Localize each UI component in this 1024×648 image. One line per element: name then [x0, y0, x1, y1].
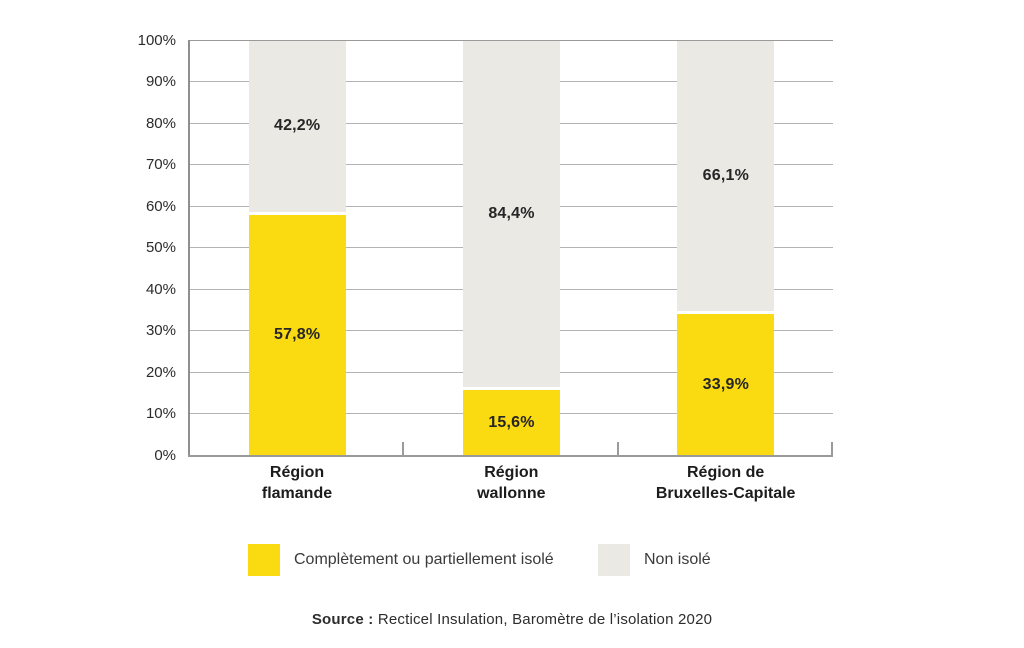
bar-r-gion-flamande: 42,2% 57,8%: [248, 40, 346, 455]
legend-label: Complètement ou partiellement isolé: [294, 550, 554, 568]
y-axis-tick-label: 30%: [145, 322, 176, 339]
value-label: 84,4%: [488, 204, 535, 222]
category-label-line: wallonne: [477, 485, 546, 502]
value-label: 42,2%: [273, 117, 321, 135]
source-line: Source : Recticel Insulation, Baromètre …: [0, 611, 1024, 628]
stacked-bar-chart-plot-area: 42,2% 57,8% 84,4% 15,6% 66,1% 33,9%: [188, 39, 833, 457]
segment-isole: 57,8%: [248, 215, 346, 455]
category-label: Région de Bruxelles-Capitale: [619, 462, 833, 504]
segment-non-isole: 42,2%: [248, 40, 346, 216]
category-label-line: Région: [269, 464, 325, 481]
segment-isole: 33,9%: [677, 314, 775, 455]
y-axis-line: [188, 40, 190, 455]
y-axis-tick-label: 70%: [145, 156, 176, 173]
category-label-line: flamande: [261, 485, 333, 502]
category-label: Région wallonne: [404, 462, 618, 504]
x-axis-line: [188, 455, 833, 457]
bar-r-gion-de-bruxelles-capitale: 66,1% 33,9%: [677, 40, 775, 455]
value-label: 15,6%: [488, 413, 535, 431]
y-axis-tick-label: 20%: [145, 363, 176, 381]
source-text: Recticel Insulation, Baromètre de l’isol…: [377, 611, 713, 628]
legend-swatch-icon: [248, 543, 280, 576]
segment-isole: 15,6%: [463, 390, 560, 455]
y-axis-tick-label: 50%: [145, 239, 176, 256]
segment-non-isole: 66,1%: [677, 40, 775, 315]
segment-non-isole: 84,4%: [463, 40, 560, 391]
y-axis-tick-label: 80%: [145, 114, 176, 132]
x-axis-tick: [402, 442, 404, 455]
y-axis-tick-label: 60%: [145, 197, 176, 215]
y-axis-tick-label: 10%: [145, 405, 176, 422]
bar-r-gion-wallonne: 84,4% 15,6%: [463, 40, 560, 455]
y-axis-tick-label: 0%: [154, 446, 176, 464]
x-axis-tick: [617, 442, 619, 455]
legend-item: Non isolé: [598, 543, 711, 576]
source-prefix: Source :: [311, 611, 374, 628]
legend-item: Complètement ou partiellement isolé: [248, 543, 554, 576]
category-label: Région flamande: [190, 462, 404, 504]
y-axis-tick-label: 100%: [137, 31, 176, 49]
legend-label: Non isolé: [644, 550, 711, 568]
legend-swatch-icon: [598, 543, 630, 576]
y-axis-tick-label: 90%: [145, 73, 176, 90]
y-axis-tick-label: 40%: [145, 280, 176, 298]
category-label-line: Région: [484, 464, 539, 481]
x-axis-tick: [831, 442, 833, 455]
category-label-line: Région de: [686, 464, 765, 481]
value-label: 66,1%: [702, 166, 750, 184]
legend: Complètement ou partiellement isolé Non i…: [0, 543, 1024, 576]
value-label: 33,9%: [702, 375, 750, 393]
value-label: 57,8%: [273, 326, 321, 344]
gridline-100%: [190, 39, 833, 41]
category-label-line: Bruxelles-Capitale: [655, 485, 796, 502]
